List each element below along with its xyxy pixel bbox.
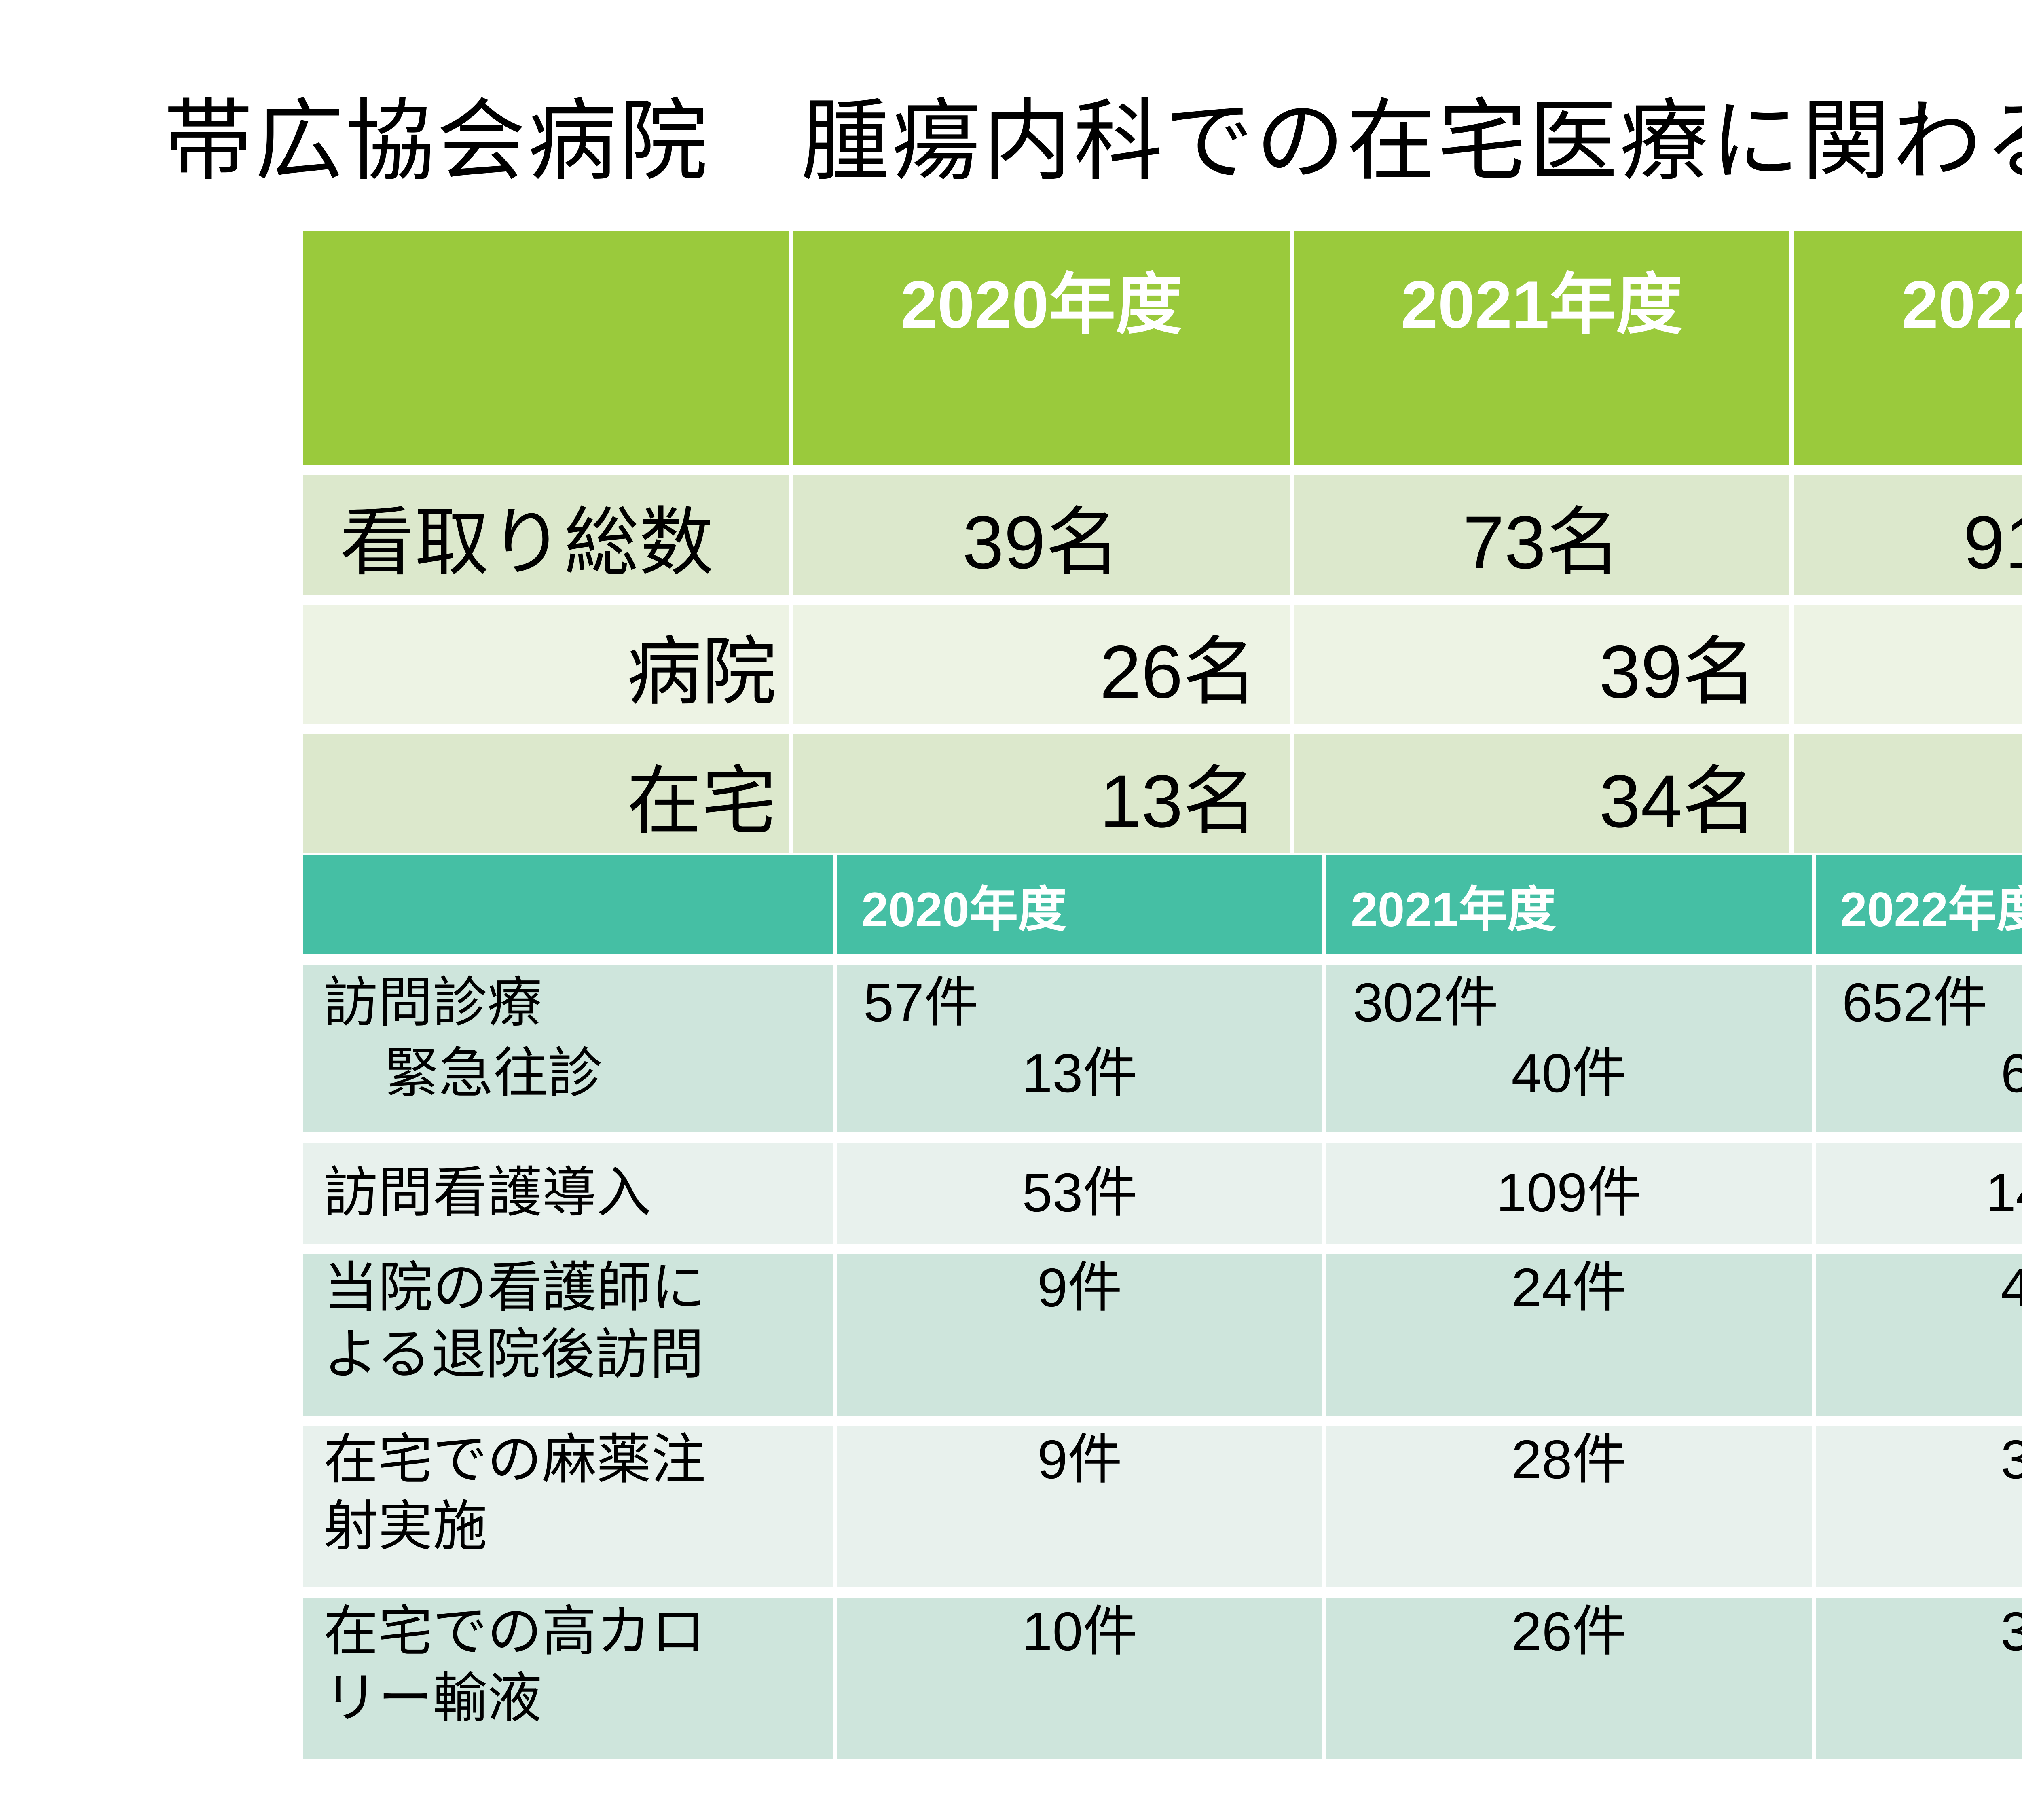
value-cell: 91名 — [1794, 475, 2022, 595]
homecare-header-row: 2020年度 2021年度 2022年度 2023年度 — [303, 855, 2022, 954]
row-label-line1: 在宅での高カロ — [324, 1602, 706, 1662]
row-label-line1: 訪問診療 — [324, 973, 542, 1033]
value-cell: 26名 — [793, 605, 1290, 724]
slide-title: 帯広協会病院 腫瘍内科での在宅医療に関わる件数 — [164, 93, 2022, 192]
row-label-line2: よる退院後訪問 — [324, 1325, 704, 1385]
mitori-header-2020: 2020年度 — [793, 231, 1290, 465]
row-label: 看取り総数 — [303, 475, 789, 595]
row-label-line1: 当院の看護師に — [324, 1258, 706, 1318]
value-cell: 42件 — [1816, 1254, 2022, 1416]
value-line2: 13件 — [1022, 1043, 1138, 1104]
row-label-line2: リー輸液 — [324, 1668, 542, 1729]
value-line2: 40件 — [1511, 1043, 1627, 1104]
row-label: 在宅での麻薬注 射実施 — [303, 1426, 833, 1587]
value-line2: 62件 — [1818, 1039, 2022, 1110]
table-row: 当院の看護師に よる退院後訪問 9件 24件 42件 77件 — [303, 1254, 2022, 1416]
value-cell: 9件 — [837, 1254, 1322, 1416]
row-label: 在宅での高カロ リー輸液 — [303, 1598, 833, 1759]
table-row: 在宅 13名 34名 56名 52名 — [303, 734, 2022, 853]
row-label-line1: 在宅での麻薬注 — [324, 1430, 706, 1490]
table-row: 病院 26名 39名 35名 66名 — [303, 605, 2022, 724]
table-row: 訪問診療 緊急往診 57件 13件 302件 40件 652件 62件 744件 — [303, 965, 2022, 1132]
table-row: 訪問看護導入 53件 109件 141件 155件 — [303, 1143, 2022, 1244]
value-cell: 13名 — [793, 734, 1290, 853]
value-cell: 652件 62件 — [1816, 965, 2022, 1132]
value-cell: 35名 — [1794, 605, 2022, 724]
value-cell: 9件 — [837, 1426, 1322, 1587]
value-cell: 34名 — [1294, 734, 1789, 853]
value-cell: 33件 — [1816, 1426, 2022, 1587]
value-cell: 53件 — [837, 1143, 1322, 1244]
value-cell: 39名 — [793, 475, 1290, 595]
table-row: 看取り総数 39名 73名 91名 118名 — [303, 475, 2022, 595]
value-line1: 302件 — [1353, 973, 1499, 1033]
table-row: 在宅での高カロ リー輸液 10件 26件 39件 43件 — [303, 1598, 2022, 1759]
value-cell: 141件 — [1816, 1143, 2022, 1244]
mitori-header-row: 2020年度 2021年度 2022年度 2023年度 — [303, 231, 2022, 465]
value-cell: 56名 — [1794, 734, 2022, 853]
value-cell: 10件 — [837, 1598, 1322, 1759]
homecare-header-2021: 2021年度 — [1326, 855, 1812, 954]
value-cell: 28件 — [1326, 1426, 1812, 1587]
value-cell: 73名 — [1294, 475, 1789, 595]
value-cell: 39名 — [1294, 605, 1789, 724]
mitori-header-2021: 2021年度 — [1294, 231, 1789, 465]
value-cell: 57件 13件 — [837, 965, 1322, 1132]
row-label: 訪問看護導入 — [303, 1143, 833, 1244]
value-cell: 24件 — [1326, 1254, 1812, 1416]
value-cell: 39件 — [1816, 1598, 2022, 1759]
homecare-header-2022: 2022年度 — [1816, 855, 2022, 954]
homecare-table: 2020年度 2021年度 2022年度 2023年度 訪問診療 緊急往診 57… — [299, 845, 2022, 1769]
value-line1: 652件 — [1842, 973, 1988, 1033]
value-cell: 26件 — [1326, 1598, 1812, 1759]
row-label: 在宅 — [303, 734, 789, 853]
value-cell: 302件 40件 — [1326, 965, 1812, 1132]
row-label: 訪問診療 緊急往診 — [303, 965, 833, 1132]
mitori-header-empty-cell — [303, 231, 789, 465]
value-line1: 57件 — [863, 973, 979, 1033]
value-cell: 109件 — [1326, 1143, 1812, 1244]
mitori-table: 2020年度 2021年度 2022年度 2023年度 看取り総数 39名 73… — [299, 220, 2022, 863]
table-row: 在宅での麻薬注 射実施 9件 28件 33件 30件 — [303, 1426, 2022, 1587]
homecare-header-empty-cell — [303, 855, 833, 954]
row-label: 病院 — [303, 605, 789, 724]
row-label: 当院の看護師に よる退院後訪問 — [303, 1254, 833, 1416]
row-label-line2: 射実施 — [324, 1496, 487, 1557]
row-label-line2: 緊急往診 — [384, 1043, 603, 1104]
mitori-header-2022: 2022年度 — [1794, 231, 2022, 465]
homecare-header-2020: 2020年度 — [837, 855, 1322, 954]
